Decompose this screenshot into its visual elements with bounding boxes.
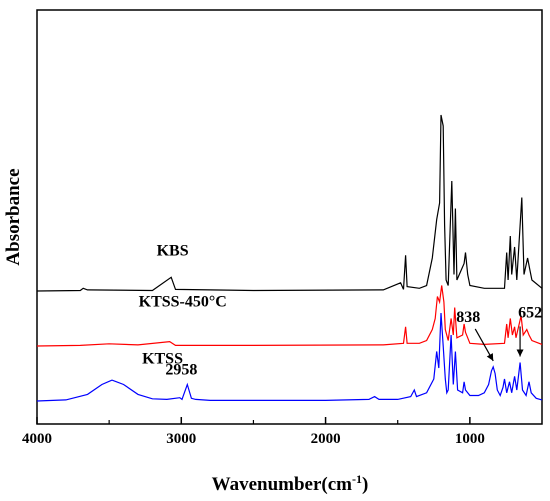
x-axis-title-sup: -1 xyxy=(352,472,362,486)
series-group xyxy=(36,114,543,402)
series-label-ktss: KTSS xyxy=(142,351,183,368)
peak-annotations: 2958 838 652 xyxy=(165,305,542,379)
x-axis-title: Wavenumber(cm-1) xyxy=(212,472,369,495)
plot-frame xyxy=(36,9,543,425)
x-tick-label-1000: 1000 xyxy=(455,431,485,447)
series-line-ktss xyxy=(36,312,543,402)
peak-label-2958: 2958 xyxy=(165,362,197,379)
x-axis-ticks: 4000 3000 2000 1000 xyxy=(22,417,485,447)
peak-label-652: 652 xyxy=(518,305,542,322)
peak-arrowhead-652 xyxy=(516,349,524,357)
peak-label-838: 838 xyxy=(456,309,480,326)
x-tick-label-2000: 2000 xyxy=(311,431,341,447)
series-line-ktss-450-c xyxy=(36,285,543,347)
x-axis-title-main: Wavenumber(cm xyxy=(212,474,353,495)
series-line-kbs xyxy=(36,114,543,292)
y-axis-title: Absorbance xyxy=(3,168,24,265)
x-tick-label-3000: 3000 xyxy=(166,431,196,447)
series-label-kbs: KBS xyxy=(157,243,189,260)
x-axis-title-close: ) xyxy=(362,474,368,495)
peak-arrowhead-838 xyxy=(486,353,494,361)
series-label-ktss-450-c: KTSS-450°C xyxy=(139,294,227,311)
x-tick-label-4000: 4000 xyxy=(22,431,52,447)
series-labels: KBS KTSS-450°C KTSS xyxy=(139,243,227,368)
